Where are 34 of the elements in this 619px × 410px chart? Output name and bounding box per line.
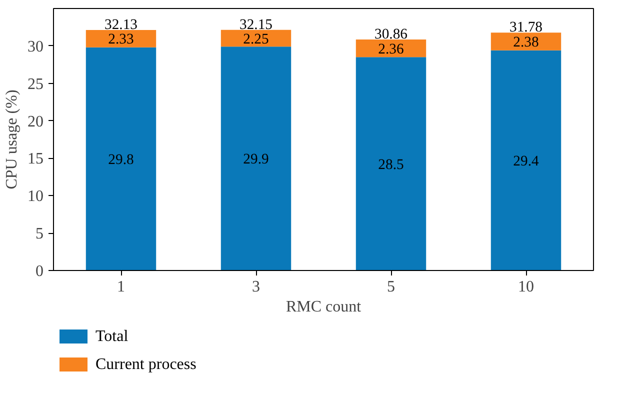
total-label: 30.86 [374,26,408,42]
data-label: 28.5 [378,156,404,173]
data-label: 2.33 [108,32,134,48]
data-label: 29.4 [513,153,540,170]
bar [356,39,426,58]
legend-label: Total [96,328,129,345]
total-label: 31.78 [510,20,542,36]
data-label: 2.25 [243,31,269,48]
bar [220,46,292,270]
bar [86,30,156,48]
x-tick-label: 5 [387,278,395,296]
y-tick-label: 20 [28,113,44,130]
y-tick-label: 25 [28,76,44,93]
total-label: 32.13 [104,16,138,33]
x-tick-label: 10 [518,278,534,296]
y-tick-label: 10 [28,188,44,206]
data-label: 29.9 [243,152,269,168]
legend-label: Current process [96,356,196,373]
y-tick-label: 5 [36,226,44,243]
x-axis-title: RMC count [286,298,362,316]
y-axis-title: CPU usage (%) [4,90,20,190]
data-label: 2.36 [378,41,404,58]
y-tick-label: 15 [28,150,44,168]
data-label: 2.38 [513,34,539,51]
bar [490,50,562,270]
x-tick-label: 3 [252,278,260,296]
x-tick-label: 1 [117,278,125,296]
bar [86,47,156,270]
data-label: 29.8 [108,152,134,168]
bar [356,57,426,270]
y-tick-label: 0 [36,263,44,280]
bar [490,32,562,50]
total-label: 32.15 [240,16,272,33]
y-tick-label: 30 [28,38,44,56]
